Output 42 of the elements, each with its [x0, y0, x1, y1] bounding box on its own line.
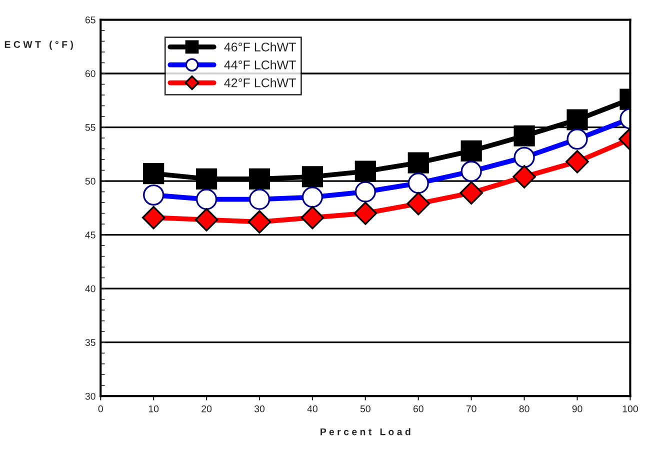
- point: [142, 206, 166, 230]
- x-tick-label: 0: [98, 405, 103, 412]
- x-tick-label: 50: [360, 405, 370, 412]
- point: [354, 160, 376, 182]
- y-tick-label: 65: [85, 16, 96, 24]
- x-tick-label: 40: [307, 405, 318, 412]
- x-tick-label: 80: [519, 405, 530, 412]
- x-tick-label: 60: [413, 405, 424, 412]
- point: [143, 162, 164, 184]
- y-axis-title: E C W T ( ° F ): [4, 40, 73, 50]
- point: [248, 168, 270, 190]
- point: [194, 208, 218, 232]
- x-tick-label: 70: [466, 405, 476, 412]
- point: [302, 166, 324, 188]
- y-tick-label: 40: [85, 285, 96, 292]
- x-tick-label: 20: [202, 405, 212, 412]
- point: [566, 109, 588, 130]
- point: [406, 192, 430, 216]
- y-tick-label: 55: [85, 124, 96, 131]
- y-tick-label: 60: [85, 70, 96, 78]
- x-tick-label: 90: [572, 405, 582, 412]
- x-tick-label: 100: [622, 405, 638, 412]
- legend-label: 46°F LChWT: [224, 42, 296, 52]
- x-tick-label: 10: [148, 405, 159, 412]
- legend-label: 44°F LChWT: [224, 60, 296, 70]
- y-tick-label: 35: [85, 339, 96, 346]
- point: [300, 206, 324, 230]
- point: [566, 150, 589, 174]
- legend-label: 42°F LChWT: [224, 78, 296, 88]
- x-axis-title: P e r c e n t L o a d: [320, 428, 410, 436]
- point: [514, 125, 535, 146]
- point: [512, 165, 536, 188]
- y-tick-label: 50: [85, 178, 96, 185]
- point: [248, 210, 272, 234]
- point: [460, 181, 483, 205]
- x-tick-label: 30: [254, 405, 265, 412]
- y-tick-label: 45: [85, 232, 96, 238]
- point: [354, 202, 378, 225]
- point: [460, 140, 482, 162]
- point: [408, 152, 429, 174]
- y-tick-label: 30: [85, 392, 96, 400]
- point: [196, 168, 218, 190]
